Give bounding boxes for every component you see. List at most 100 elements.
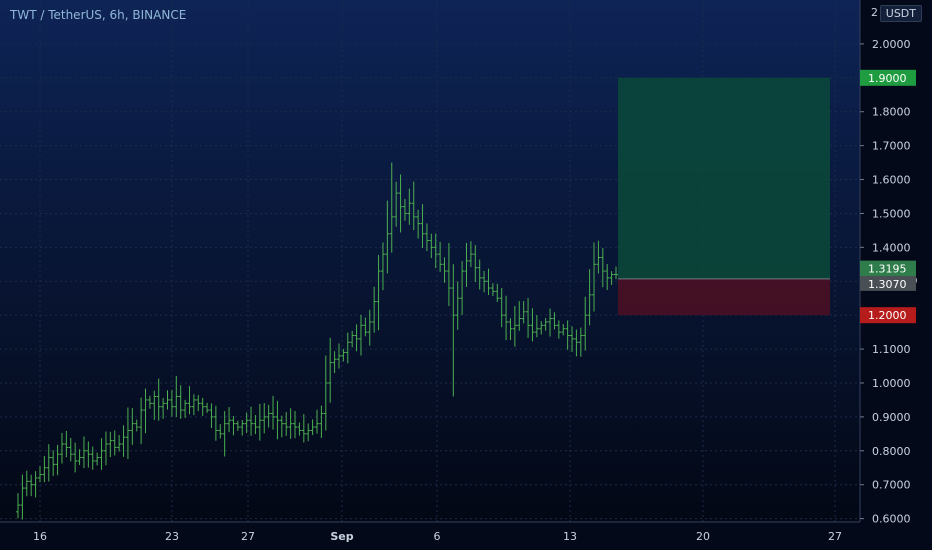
ohlc-bar[interactable] <box>68 437 73 462</box>
ohlc-bar[interactable] <box>73 442 78 473</box>
ohlc-bar[interactable] <box>99 438 104 470</box>
ohlc-bar[interactable] <box>279 415 284 438</box>
ohlc-bar[interactable] <box>222 411 227 457</box>
ohlc-bar[interactable] <box>209 403 214 428</box>
ohlc-bar[interactable] <box>213 405 218 441</box>
ohlc-bar[interactable] <box>438 241 443 272</box>
ohlc-bar[interactable] <box>570 326 575 352</box>
ohlc-bar[interactable] <box>328 337 333 403</box>
ohlc-bar[interactable] <box>354 324 359 352</box>
ohlc-bar[interactable] <box>205 402 210 413</box>
ohlc-bar[interactable] <box>152 390 157 420</box>
symbol-title[interactable]: TWT / TetherUS, 6h, BINANCE <box>10 8 187 22</box>
stop-zone[interactable] <box>618 278 830 316</box>
ohlc-bar[interactable] <box>596 240 601 274</box>
ohlc-bar[interactable] <box>112 430 117 456</box>
ohlc-bar[interactable] <box>389 162 394 253</box>
ohlc-bar[interactable] <box>332 351 337 373</box>
ohlc-bar[interactable] <box>592 242 597 312</box>
ohlc-bar[interactable] <box>455 281 460 330</box>
ohlc-bar[interactable] <box>473 245 478 283</box>
ohlc-bar[interactable] <box>336 343 341 369</box>
ohlc-bar[interactable] <box>512 305 517 347</box>
ohlc-bar[interactable] <box>446 242 451 307</box>
ohlc-bar[interactable] <box>605 264 610 290</box>
ohlc-bar[interactable] <box>468 241 473 268</box>
ohlc-bar[interactable] <box>196 395 201 412</box>
ohlc-bar[interactable] <box>90 446 95 470</box>
ohlc-bar[interactable] <box>156 378 161 421</box>
ohlc-bar[interactable] <box>614 266 618 280</box>
ohlc-bar[interactable] <box>231 415 236 436</box>
ohlc-bar[interactable] <box>363 317 368 337</box>
ohlc-bar[interactable] <box>420 204 425 248</box>
ohlc-bar[interactable] <box>42 456 47 483</box>
ohlc-bar[interactable] <box>486 268 491 296</box>
ohlc-bar[interactable] <box>95 452 100 466</box>
ohlc-bar[interactable] <box>301 414 306 443</box>
ohlc-bar[interactable] <box>249 406 254 436</box>
ohlc-bar[interactable] <box>600 247 605 288</box>
ohlc-bar[interactable] <box>117 435 122 452</box>
ohlc-bar[interactable] <box>108 431 113 457</box>
ohlc-bar[interactable] <box>548 308 553 337</box>
ohlc-bar[interactable] <box>103 431 108 466</box>
ohlc-bar[interactable] <box>508 318 513 341</box>
ohlc-bar[interactable] <box>323 355 328 431</box>
ohlc-bar[interactable] <box>367 309 372 346</box>
ohlc-bar[interactable] <box>147 395 152 409</box>
ohlc-bar[interactable] <box>191 394 196 416</box>
ohlc-bar[interactable] <box>504 295 509 341</box>
ohlc-bar[interactable] <box>556 320 561 339</box>
ohlc-bar[interactable] <box>253 415 258 435</box>
ohlc-bar[interactable] <box>495 283 500 302</box>
ohlc-bars[interactable] <box>16 162 618 520</box>
ohlc-bar[interactable] <box>86 441 91 468</box>
ohlc-bar[interactable] <box>165 390 170 410</box>
ohlc-bar[interactable] <box>218 424 223 439</box>
ohlc-bar[interactable] <box>200 397 205 416</box>
ohlc-bar[interactable] <box>24 470 29 497</box>
ohlc-bar[interactable] <box>64 430 69 458</box>
ohlc-bar[interactable] <box>81 436 86 469</box>
ohlc-bar[interactable] <box>55 444 60 476</box>
ohlc-bar[interactable] <box>235 420 240 431</box>
ohlc-bar[interactable] <box>402 198 407 221</box>
ohlc-bar[interactable] <box>161 397 166 419</box>
ohlc-bar[interactable] <box>609 271 614 285</box>
ohlc-bar[interactable] <box>183 399 188 418</box>
ohlc-bar[interactable] <box>477 259 482 290</box>
ohlc-bar[interactable] <box>341 348 346 362</box>
ohlc-bar[interactable] <box>130 407 135 445</box>
ohlc-bar[interactable] <box>526 297 531 338</box>
ohlc-bar[interactable] <box>411 181 416 231</box>
ohlc-bar[interactable] <box>306 423 311 442</box>
ohlc-bar[interactable] <box>266 404 271 428</box>
ohlc-bar[interactable] <box>385 200 390 274</box>
position-zones[interactable] <box>618 77 830 316</box>
ohlc-bar[interactable] <box>275 400 280 440</box>
ohlc-bar[interactable] <box>578 327 583 357</box>
ohlc-bar[interactable] <box>358 314 363 356</box>
currency-button[interactable]: USDT <box>879 5 922 22</box>
ohlc-bar[interactable] <box>530 308 535 342</box>
ohlc-bar[interactable] <box>319 405 324 438</box>
ohlc-bar[interactable] <box>240 420 245 436</box>
ohlc-bar[interactable] <box>178 385 183 419</box>
ohlc-bar[interactable] <box>350 330 355 348</box>
ohlc-bar[interactable] <box>380 242 385 291</box>
ohlc-bar[interactable] <box>169 389 174 417</box>
ohlc-bar[interactable] <box>517 301 522 331</box>
ohlc-bar[interactable] <box>293 410 298 439</box>
ohlc-bar[interactable] <box>20 474 25 520</box>
ohlc-bar[interactable] <box>416 209 421 239</box>
ohlc-bar[interactable] <box>424 223 429 252</box>
ohlc-bar[interactable] <box>139 397 144 445</box>
ohlc-bar[interactable] <box>398 174 403 233</box>
ohlc-bar[interactable] <box>16 493 20 519</box>
ohlc-bar[interactable] <box>257 403 262 441</box>
ohlc-bar[interactable] <box>288 408 293 439</box>
ohlc-bar[interactable] <box>345 332 350 364</box>
ohlc-bar[interactable] <box>174 375 179 417</box>
